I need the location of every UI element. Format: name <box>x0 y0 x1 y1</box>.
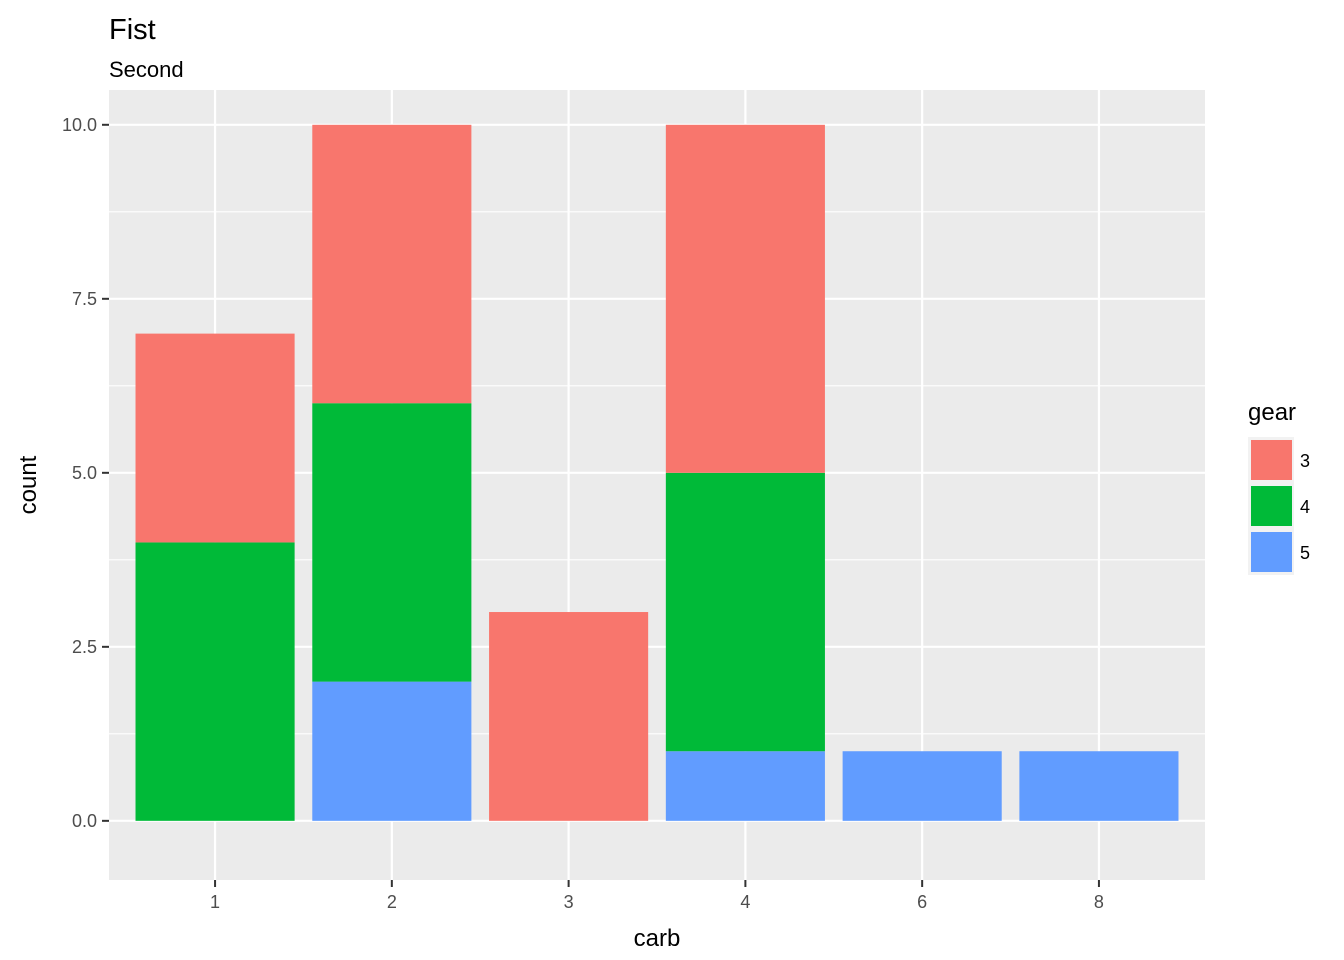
bar-segment <box>135 542 295 821</box>
bar-segment <box>1019 751 1179 821</box>
x-tick-label: 2 <box>387 892 397 912</box>
x-tick-label: 1 <box>210 892 220 912</box>
chart-title: Fist <box>109 14 156 46</box>
legend-swatch <box>1251 486 1292 526</box>
x-axis: 1 2 3 4 6 8 <box>210 880 1104 912</box>
y-tick-label: 7.5 <box>72 289 97 309</box>
bar-segment <box>135 333 295 543</box>
legend-title: gear <box>1248 399 1296 426</box>
bar-segment <box>312 681 472 821</box>
y-tick-label: 2.5 <box>72 637 97 657</box>
x-axis-title: carb <box>634 925 681 952</box>
legend-label: 4 <box>1300 497 1310 517</box>
y-tick-label: 10.0 <box>62 115 97 135</box>
legend-swatch <box>1251 532 1292 572</box>
legend: gear 3 4 5 <box>1248 399 1310 575</box>
legend-swatch <box>1251 440 1292 480</box>
bar-segment <box>312 403 472 682</box>
bars <box>135 124 1179 821</box>
x-tick-label: 4 <box>740 892 750 912</box>
bar-segment <box>842 751 1002 821</box>
legend-label: 3 <box>1300 451 1310 471</box>
y-axis-title: count <box>15 455 42 514</box>
bar-segment <box>312 124 472 404</box>
y-axis: 0.0 2.5 5.0 7.5 10.0 <box>62 115 109 831</box>
bar-segment <box>665 751 825 821</box>
bar-segment <box>489 612 649 821</box>
y-tick-label: 5.0 <box>72 463 97 483</box>
bar-segment <box>665 472 825 752</box>
x-tick-label: 6 <box>917 892 927 912</box>
x-tick-label: 3 <box>564 892 574 912</box>
y-tick-label: 0.0 <box>72 811 97 831</box>
bar-segment <box>665 124 825 473</box>
chart-subtitle: Second <box>109 57 184 82</box>
legend-label: 5 <box>1300 543 1310 563</box>
x-tick-label: 8 <box>1094 892 1104 912</box>
